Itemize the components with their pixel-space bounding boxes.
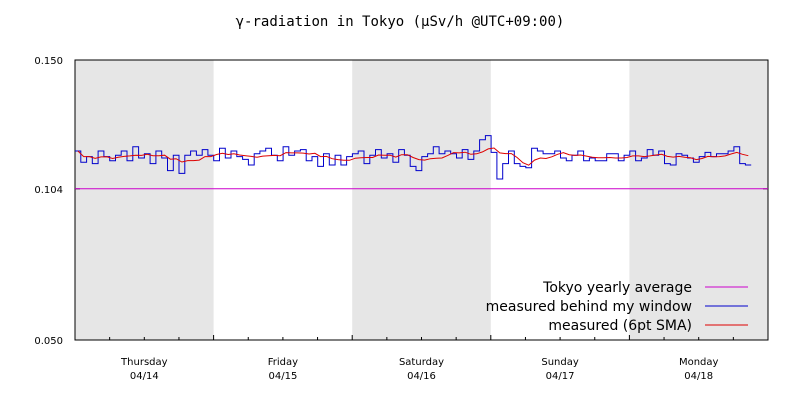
day-band-thursday [75,60,214,340]
legend-label: measured (6pt SMA) [548,318,692,334]
x-tick-date: 04/18 [684,371,713,382]
x-tick-date: 04/15 [268,371,297,382]
x-tick-weekday: Friday [268,357,298,368]
x-tick-weekday: Thursday [120,357,168,368]
y-tick-label: 0.150 [34,56,63,67]
chart-title: γ-radiation in Tokyo (μSv/h @UTC+09:00) [235,14,565,30]
x-tick-date: 04/17 [546,371,575,382]
x-tick-date: 04/14 [130,371,159,382]
x-tick-date: 04/16 [407,371,436,382]
y-tick-label: 0.104 [34,185,63,196]
day-band-saturday [352,60,491,340]
legend-label: measured behind my window [486,299,692,315]
series-sma-line [77,147,749,166]
y-tick-label: 0.050 [34,336,63,347]
x-tick-weekday: Saturday [399,357,444,368]
x-tick-weekday: Monday [679,357,719,368]
x-tick-weekday: Sunday [541,357,578,368]
legend-label: Tokyo yearly average [542,280,692,296]
day-band-monday [629,60,768,340]
